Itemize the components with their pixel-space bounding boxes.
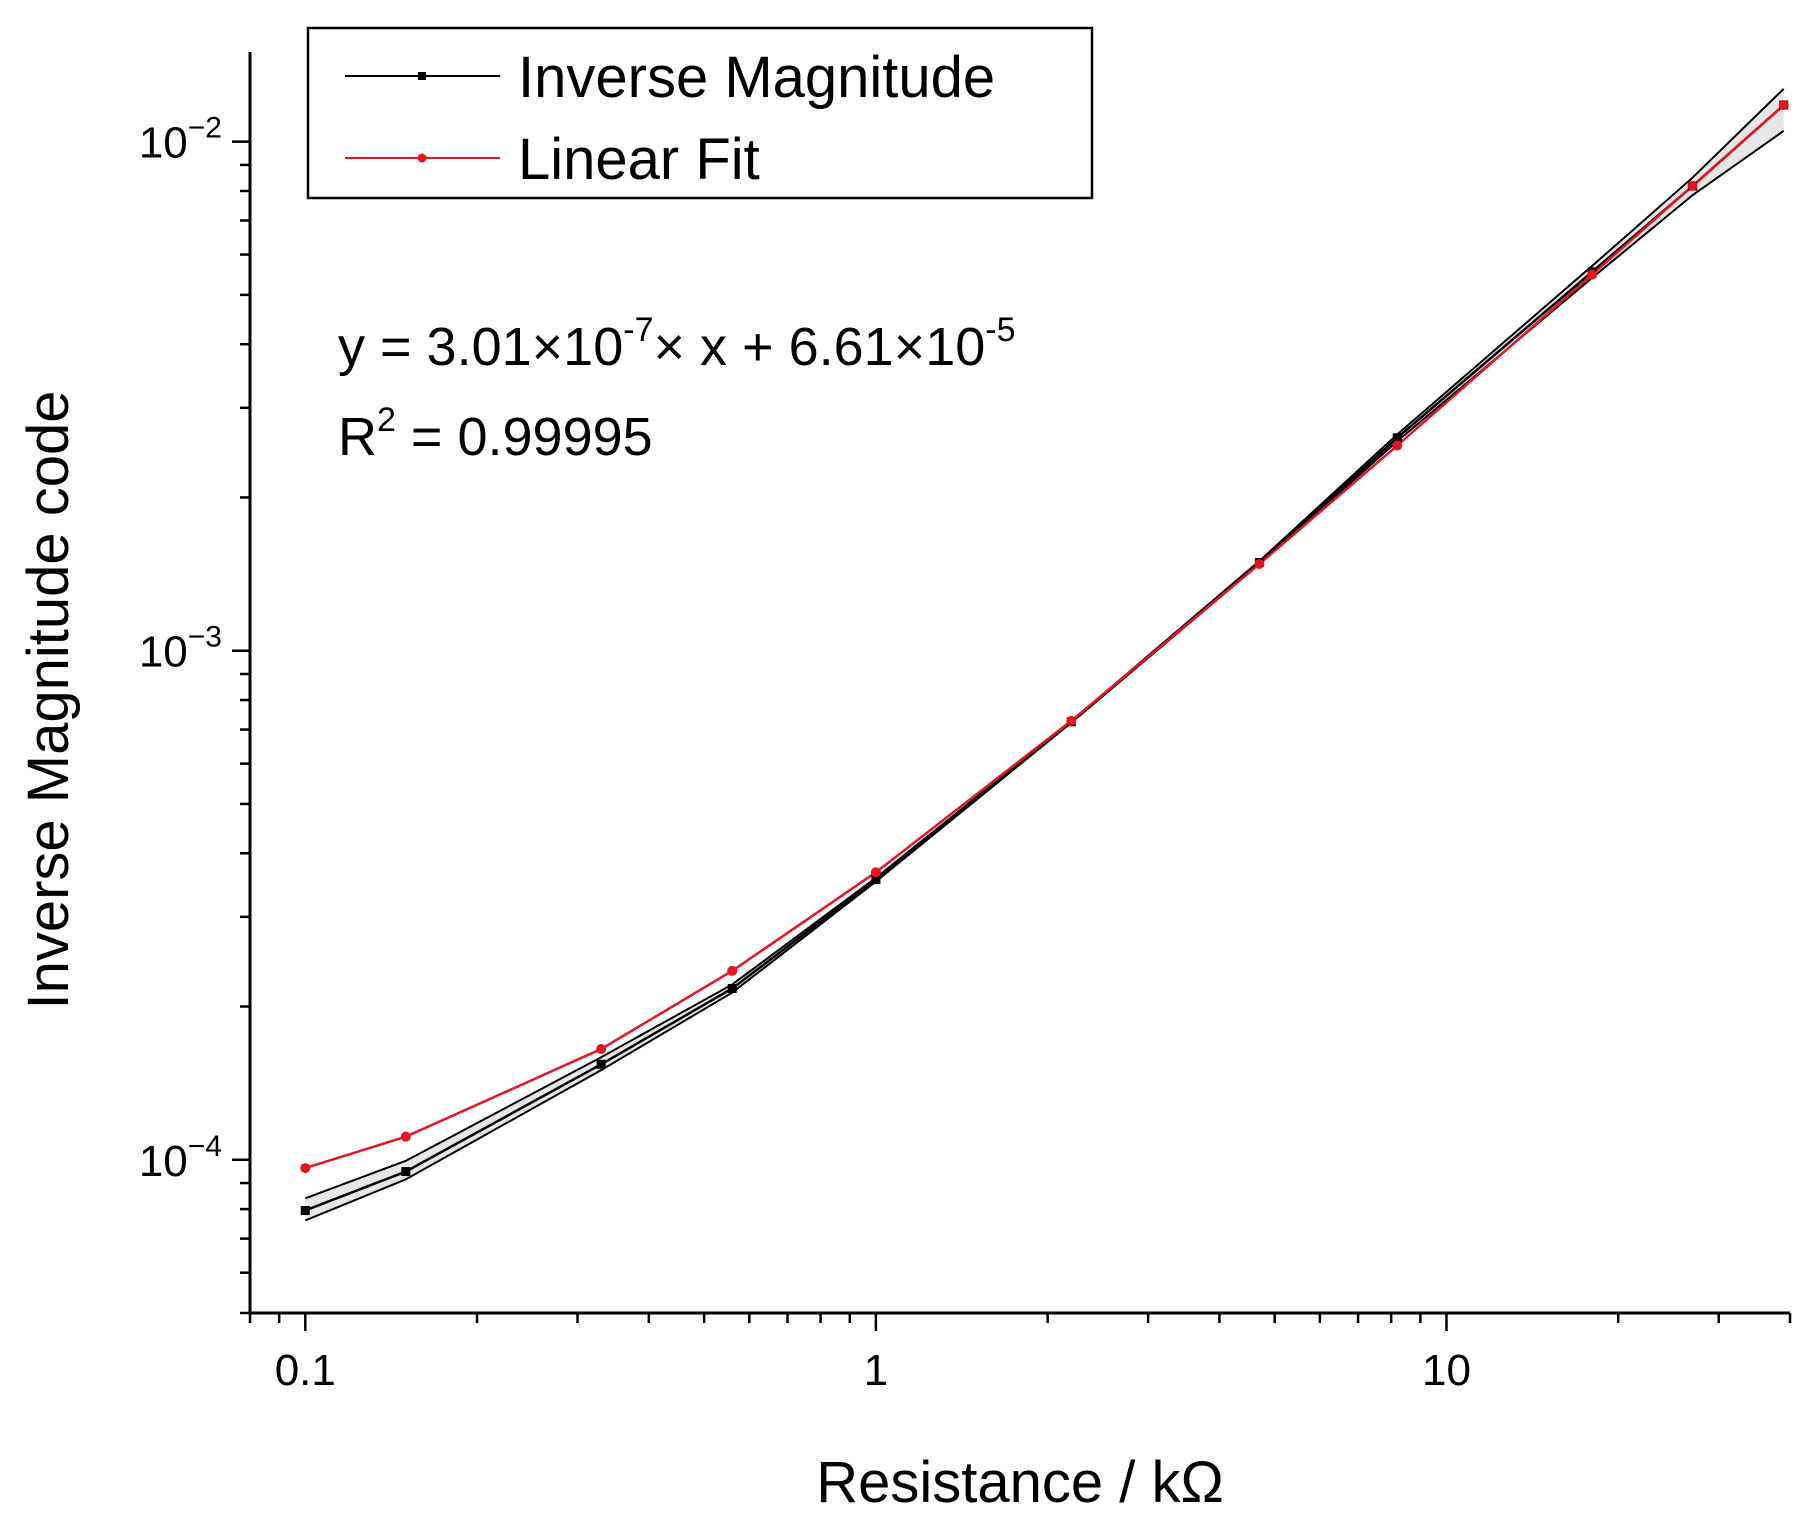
x-axis-ticks: 0.1 1 10: [248, 1313, 1792, 1395]
y-axis-title: Inverse Magnitude code: [16, 390, 81, 1009]
legend-label-linear-fit: Linear Fit: [518, 127, 760, 192]
data-point-inverse-magnitude: [1392, 433, 1402, 443]
fit-equation-exp1: -7: [623, 311, 653, 349]
r-squared: R2 = 0.99995: [338, 401, 653, 467]
x-tick-label: 1: [864, 1346, 888, 1395]
fit-equation-prefix: y = 3.01×10: [338, 317, 623, 377]
data-point-linear-fit: [596, 1044, 607, 1055]
fit-equation: y = 3.01×10-7× x + 6.61×10-5: [338, 311, 1016, 377]
data-point-linear-fit: [870, 867, 881, 878]
data-point-inverse-magnitude: [300, 1205, 310, 1215]
r-squared-value: = 0.99995: [396, 407, 653, 467]
y-tick-label: 10−4: [139, 1130, 222, 1186]
data-point-inverse-magnitude: [596, 1059, 606, 1069]
r-squared-prefix: R: [338, 407, 377, 467]
data-point-linear-fit: [1778, 100, 1789, 111]
legend-marker-inverse-magnitude: [418, 72, 426, 80]
legend-box: [306, 26, 1094, 200]
series-layer: [300, 88, 1789, 1222]
fit-equation-exp2: -5: [985, 311, 1015, 349]
data-point-linear-fit: [1254, 559, 1265, 570]
fit-equation-middle: × x + 6.61×10: [653, 317, 985, 377]
x-axis-title: Resistance / kΩ: [816, 1450, 1224, 1515]
legend-marker-linear-fit: [417, 153, 427, 163]
data-point-inverse-magnitude: [727, 983, 737, 993]
data-point-inverse-magnitude: [401, 1167, 411, 1177]
data-point-linear-fit: [1392, 440, 1403, 451]
y-tick-label: 10−2: [139, 112, 222, 168]
r-squared-sup: 2: [377, 401, 396, 439]
legend: Inverse Magnitude Linear Fit: [306, 26, 1094, 200]
data-point-linear-fit: [1687, 180, 1698, 191]
data-point-linear-fit: [400, 1131, 411, 1142]
data-point-linear-fit: [1587, 269, 1598, 280]
y-axis-ticks: 10−4 10−3 10−2: [139, 112, 250, 1315]
x-tick-label: 10: [1422, 1346, 1471, 1395]
data-point-linear-fit: [1066, 715, 1077, 726]
x-tick-label: 0.1: [275, 1346, 336, 1395]
data-point-inverse-magnitude: [871, 875, 881, 885]
data-point-linear-fit: [727, 965, 738, 976]
y-tick-label: 10−3: [139, 621, 222, 677]
legend-label-inverse-magnitude: Inverse Magnitude: [518, 45, 995, 110]
data-point-linear-fit: [300, 1163, 311, 1174]
